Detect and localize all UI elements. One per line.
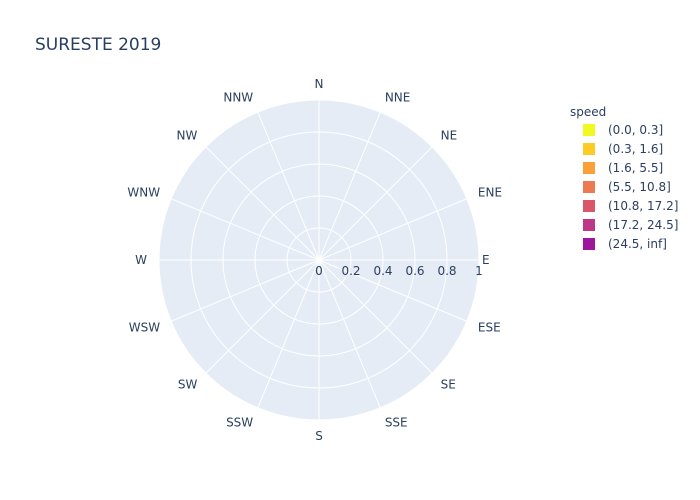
legend-swatch[interactable] [583, 238, 595, 250]
legend-swatch[interactable] [583, 124, 595, 136]
direction-label-wsw: WSW [129, 320, 160, 334]
radial-tick-label: 0.4 [373, 264, 392, 278]
direction-label-nne: NNE [385, 90, 411, 104]
grid-spoke [318, 259, 381, 409]
radial-tick-label: 0.6 [405, 264, 424, 278]
legend-entry[interactable]: (24.5, inf] [608, 237, 667, 251]
radial-tick-label: 1 [475, 264, 483, 278]
direction-label-e: E [482, 253, 490, 267]
legend-entry[interactable]: (0.0, 0.3] [608, 123, 663, 137]
grid-spoke [170, 259, 320, 322]
radial-tick-label: 0 [315, 264, 323, 278]
legend-entry[interactable]: (17.2, 24.5] [608, 218, 678, 232]
direction-label-n: N [315, 77, 324, 91]
direction-label-ese: ESE [478, 320, 501, 334]
grid-spoke [257, 111, 320, 261]
direction-label-ene: ENE [478, 186, 502, 200]
legend-entry[interactable]: (10.8, 17.2] [608, 199, 678, 213]
legend-entry[interactable]: (1.6, 5.5] [608, 161, 663, 175]
grid-spoke [318, 259, 468, 322]
grid-spoke [170, 198, 320, 261]
legend-swatch[interactable] [583, 200, 595, 212]
legend: speed (0.0, 0.3] (0.3, 1.6] (1.6, 5.5] (5.5… [570, 105, 678, 251]
legend-title: speed [570, 105, 606, 119]
direction-label-ssw: SSW [226, 416, 253, 430]
legend-swatch[interactable] [583, 219, 595, 231]
radial-tick-label: 0.2 [341, 264, 360, 278]
legend-swatch[interactable] [583, 162, 595, 174]
grid-spoke [318, 198, 468, 261]
direction-label-s: S [315, 429, 323, 443]
direction-label-sse: SSE [385, 416, 408, 430]
direction-label-w: W [135, 253, 147, 267]
direction-label-nnw: NNW [223, 90, 253, 104]
direction-label-wnw: WNW [127, 186, 160, 200]
radial-tick-label: 0.8 [437, 264, 456, 278]
grid-spoke [257, 259, 320, 409]
direction-label-se: SE [441, 377, 456, 391]
legend-swatch[interactable] [583, 181, 595, 193]
legend-swatch[interactable] [583, 143, 595, 155]
chart-title: SURESTE 2019 [35, 35, 161, 55]
grid-spoke [318, 111, 381, 261]
grid-spoke [318, 146, 433, 261]
grid-spoke [205, 146, 320, 261]
radial-axis-labels: 0 0.2 0.4 0.6 0.8 1 [315, 264, 483, 278]
legend-entry[interactable]: (0.3, 1.6] [608, 142, 663, 156]
grid-spoke [318, 259, 433, 374]
direction-label-ne: NE [441, 129, 458, 143]
polar-grid [158, 99, 480, 421]
direction-label-sw: SW [178, 377, 198, 391]
direction-label-nw: NW [177, 129, 198, 143]
legend-entry[interactable]: (5.5, 10.8] [608, 180, 671, 194]
grid-spoke [205, 259, 320, 374]
angular-axis-labels: N NNE NE ENE E ESE SE SSE S SSW SW WSW W WNW NW NNW [127, 77, 502, 443]
